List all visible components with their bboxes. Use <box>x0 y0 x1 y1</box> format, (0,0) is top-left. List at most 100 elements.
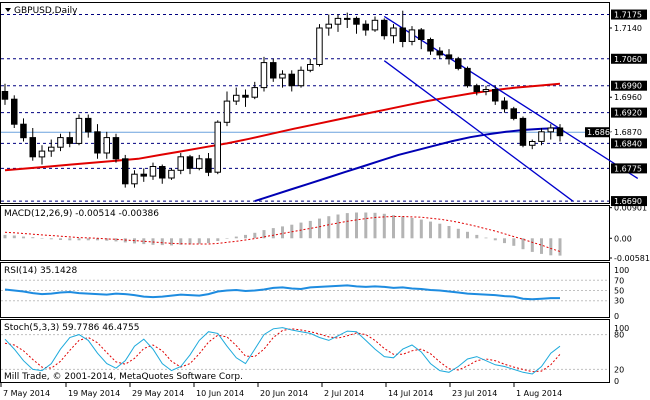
macd-bar-56 <box>521 238 525 250</box>
price-label-text-2: 1.7060 <box>614 55 642 64</box>
candle-body-22 <box>205 158 212 173</box>
stoch-axis-label-0: 100 <box>614 324 629 333</box>
rsi-axis-label-4: 0 <box>614 312 619 321</box>
candle-17 <box>159 164 166 184</box>
candle-1 <box>11 95 18 128</box>
candle-47 <box>436 47 443 59</box>
candle-body-51 <box>473 85 480 92</box>
candle-body-39 <box>362 23 369 31</box>
price-label-text-9: 1.6690 <box>614 197 642 206</box>
macd-bar-45 <box>419 219 423 239</box>
candle-body-24 <box>223 100 231 123</box>
candle-body-53 <box>492 89 499 102</box>
price-label-box-2 <box>611 53 647 64</box>
date-label-3: 10 Jun 2014 <box>196 389 244 398</box>
candle-body-5 <box>48 146 55 152</box>
candle-52 <box>482 85 490 96</box>
candle-12 <box>112 133 120 163</box>
candle-3 <box>29 128 36 161</box>
candle-58 <box>538 128 545 146</box>
candle-8 <box>75 114 83 146</box>
macd-axis-label-2: -0.00581 <box>614 254 650 263</box>
candle-23 <box>214 120 221 175</box>
moving-averages <box>4 82 561 203</box>
date-label-1: 19 May 2014 <box>68 389 120 398</box>
candle-body-15 <box>140 173 147 177</box>
macd-bar-19 <box>179 238 183 245</box>
candle-27 <box>251 81 258 100</box>
price-label-text-4: 1.6960 <box>614 93 642 102</box>
candle-body-40 <box>371 19 379 31</box>
macd-bar-54 <box>503 238 506 244</box>
candle-31 <box>288 70 295 92</box>
macd-bar-47 <box>438 223 442 239</box>
macd-bar-60 <box>558 238 562 256</box>
macd-bar-17 <box>160 238 164 246</box>
macd-bar-27 <box>253 232 257 239</box>
ma-fast-line <box>4 82 561 172</box>
macd-signal-line <box>4 216 561 252</box>
price-label-box-8 <box>611 163 647 174</box>
price-label-text-0: 1.7175 <box>614 11 642 20</box>
candle-13 <box>122 154 129 188</box>
candle-51 <box>473 83 480 96</box>
macd-bar-21 <box>197 238 201 244</box>
stoch-main-line <box>4 327 561 375</box>
candle-26 <box>242 89 249 107</box>
stoch-title: Stoch(5,3,3) 59.7786 46.4755 <box>4 323 139 333</box>
candle-body-45 <box>418 29 425 40</box>
rsi-axis-label-1: 70 <box>614 276 624 285</box>
stoch-axis-label-3: 0 <box>614 377 619 386</box>
candle-body-8 <box>75 117 83 144</box>
candle-35 <box>325 14 332 36</box>
candle-32 <box>297 66 305 88</box>
chart-title: GBPUSD,Daily <box>14 6 78 16</box>
candle-body-60 <box>556 127 564 137</box>
price-label-box-7 <box>611 138 647 149</box>
candle-55 <box>510 106 517 121</box>
candle-body-28 <box>260 62 268 89</box>
macd-bar-37 <box>345 213 349 239</box>
macd-bar-0 <box>3 234 7 239</box>
candle-body-23 <box>214 121 221 173</box>
candle-6 <box>57 133 64 152</box>
candle-5 <box>48 139 55 157</box>
macd-bar-1 <box>12 235 16 239</box>
candle-9 <box>85 114 92 138</box>
macd-bar-5 <box>49 238 53 240</box>
macd-bar-28 <box>262 230 266 239</box>
candle-body-9 <box>85 117 92 133</box>
candle-28 <box>260 56 268 92</box>
macd-bar-58 <box>540 238 543 254</box>
macd-bar-42 <box>392 215 395 239</box>
chart-menu-triangle-icon[interactable] <box>5 8 11 12</box>
macd-bar-15 <box>142 238 146 245</box>
candle-body-21 <box>196 158 203 169</box>
price-label-5: 1.6920 <box>611 107 647 118</box>
price-label-9: 1.6690 <box>611 196 647 207</box>
candle-body-58 <box>538 131 545 142</box>
current-price-box <box>585 127 609 138</box>
candle-body-0 <box>1 91 9 100</box>
candle-2 <box>20 118 27 142</box>
candle-body-30 <box>279 73 286 79</box>
candle-4 <box>38 145 46 165</box>
candle-body-57 <box>529 141 536 146</box>
candle-21 <box>196 154 203 171</box>
candle-25 <box>233 87 240 105</box>
channel-lower-line <box>383 60 574 202</box>
candle-body-2 <box>20 123 27 139</box>
macd-plot: 0.00901 0.00 -0.00581 <box>3 204 650 263</box>
date-label-6: 14 Jul 2014 <box>388 389 433 398</box>
price-label-0: 1.7175 <box>611 9 647 20</box>
candle-16 <box>149 162 157 180</box>
candle-body-43 <box>399 27 406 42</box>
macd-bar-10 <box>96 238 99 241</box>
macd-bar-49 <box>456 228 460 239</box>
candle-15 <box>140 168 147 182</box>
macd-bar-26 <box>244 234 247 239</box>
candle-59 <box>547 124 554 140</box>
macd-bar-46 <box>429 221 432 239</box>
date-label-2: 29 May 2014 <box>132 389 184 398</box>
channel-upper-line <box>383 15 639 180</box>
